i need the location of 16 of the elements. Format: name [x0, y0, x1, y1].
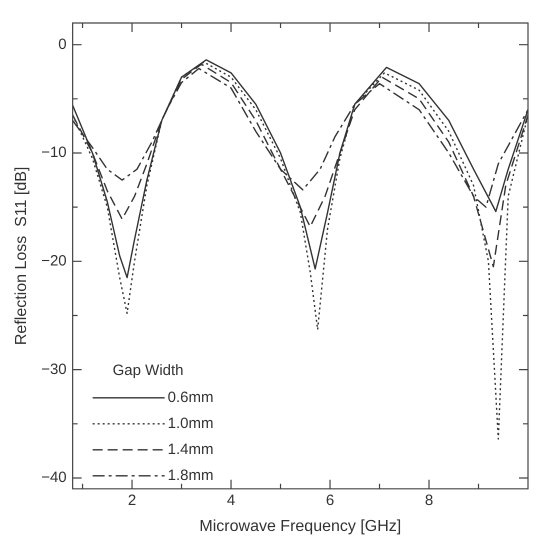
y-tick-label: 0 [58, 36, 67, 53]
y-tick-label: −10 [41, 144, 67, 162]
x-tick-label: 4 [226, 492, 236, 509]
legend-label: 1.8mm [168, 466, 214, 484]
x-tick-label: 6 [326, 492, 334, 509]
legend-label: 1.4mm [168, 440, 214, 458]
legend-label: 0.6mm [168, 388, 214, 406]
x-tick-label: 2 [128, 492, 136, 509]
legend-title: Gap Width [112, 362, 184, 379]
y-axis-title: Reflection Loss S11 [dB] [13, 166, 30, 346]
y-tick-label: −20 [41, 252, 67, 270]
x-axis-title: Microwave Frequency [GHz] [199, 518, 402, 535]
y-tick-label: −40 [41, 469, 67, 486]
x-tick-label: 8 [424, 492, 434, 509]
legend-label: 1.0mm [168, 414, 214, 432]
y-tick-label: −30 [41, 360, 67, 378]
